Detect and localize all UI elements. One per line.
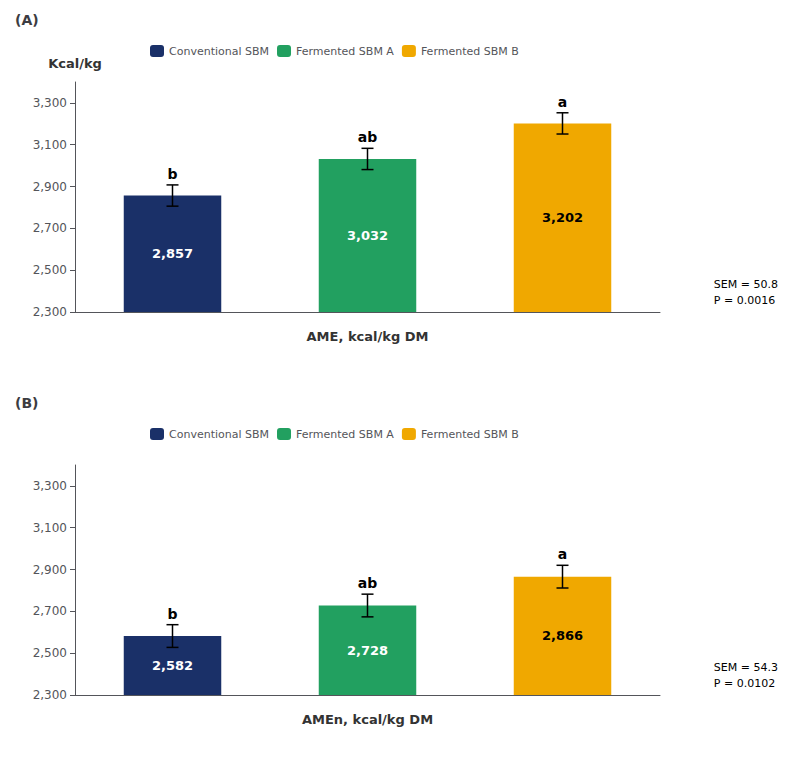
svg-text:AMEn, kcal/kg DM: AMEn, kcal/kg DM: [302, 712, 433, 727]
svg-text:Conventional SBM: Conventional SBM: [169, 428, 269, 441]
svg-text:3,300: 3,300: [33, 96, 67, 110]
svg-text:3,202: 3,202: [542, 210, 583, 225]
svg-text:b: b: [167, 606, 177, 622]
svg-text:SEM = 54.3: SEM = 54.3: [714, 661, 778, 674]
svg-text:2,866: 2,866: [542, 628, 583, 643]
svg-text:a: a: [558, 546, 567, 562]
svg-text:Fermented SBM A: Fermented SBM A: [296, 45, 394, 58]
svg-text:2,900: 2,900: [33, 563, 67, 577]
svg-text:2,582: 2,582: [152, 658, 193, 673]
svg-text:(B): (B): [15, 395, 38, 411]
svg-text:Kcal/kg: Kcal/kg: [48, 56, 102, 71]
svg-text:2,728: 2,728: [347, 643, 388, 658]
svg-text:3,300: 3,300: [33, 479, 67, 493]
svg-text:b: b: [167, 166, 177, 182]
svg-text:ab: ab: [358, 575, 377, 591]
svg-text:2,500: 2,500: [33, 646, 67, 660]
svg-text:SEM = 50.8: SEM = 50.8: [714, 278, 778, 291]
svg-text:Fermented SBM A: Fermented SBM A: [296, 428, 394, 441]
svg-text:AME, kcal/kg DM: AME, kcal/kg DM: [307, 329, 429, 344]
svg-text:3,032: 3,032: [347, 228, 388, 243]
svg-text:2,700: 2,700: [33, 221, 67, 235]
svg-text:2,900: 2,900: [33, 180, 67, 194]
svg-text:3,100: 3,100: [33, 521, 67, 535]
svg-text:2,300: 2,300: [33, 305, 67, 319]
svg-text:Conventional SBM: Conventional SBM: [169, 45, 269, 58]
svg-text:(A): (A): [15, 12, 39, 28]
svg-text:P = 0.0016: P = 0.0016: [714, 294, 775, 307]
svg-text:3,100: 3,100: [33, 138, 67, 152]
svg-text:2,700: 2,700: [33, 604, 67, 618]
svg-text:2,857: 2,857: [152, 246, 193, 261]
svg-text:Fermented SBM B: Fermented SBM B: [421, 428, 519, 441]
svg-text:2,300: 2,300: [33, 688, 67, 702]
svg-text:P = 0.0102: P = 0.0102: [714, 677, 775, 690]
svg-text:ab: ab: [358, 129, 377, 145]
svg-text:2,500: 2,500: [33, 263, 67, 277]
svg-text:Fermented SBM B: Fermented SBM B: [421, 45, 519, 58]
svg-text:a: a: [558, 94, 567, 110]
